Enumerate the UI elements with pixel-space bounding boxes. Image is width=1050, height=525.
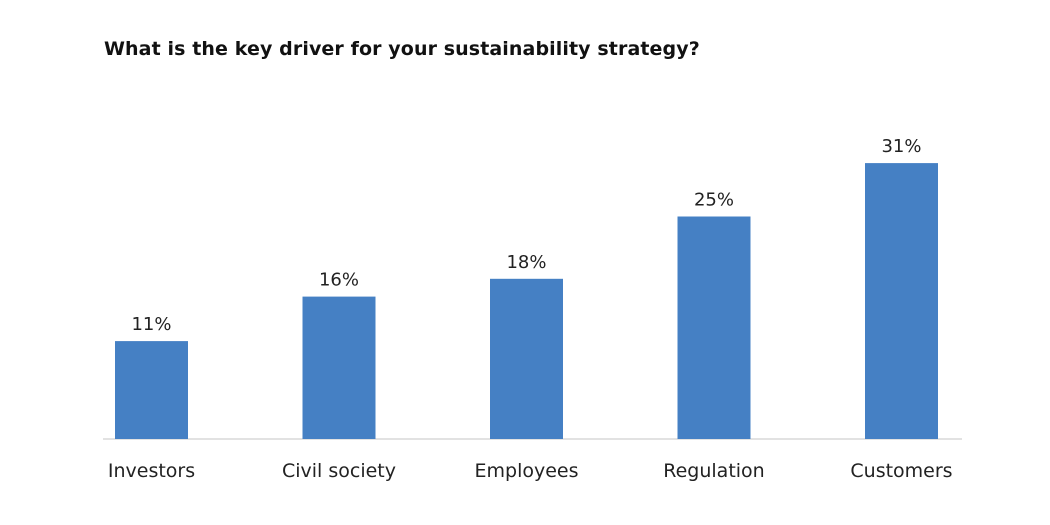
value-label: 16% <box>319 270 359 291</box>
category-label: Employees <box>475 460 579 482</box>
value-labels-group: 11% 16% 18% 25% 31% <box>131 136 921 335</box>
value-label: 18% <box>506 252 546 273</box>
chart-title: What is the key driver for your sustaina… <box>104 38 700 60</box>
bar-employees <box>490 278 563 439</box>
bar-investors <box>115 341 188 439</box>
bar-regulation <box>677 216 751 439</box>
category-label: Civil society <box>282 460 396 482</box>
bar-civil-society <box>302 296 376 439</box>
category-label: Customers <box>850 460 952 482</box>
category-labels-group: Investors Civil society Employees Regulatio… <box>108 460 953 482</box>
value-label: 25% <box>694 190 734 211</box>
value-label: 31% <box>881 136 921 157</box>
category-label: Regulation <box>663 460 764 482</box>
bars-group <box>115 163 938 439</box>
value-label: 11% <box>131 314 171 335</box>
category-label: Investors <box>108 460 195 482</box>
bar-customers <box>865 163 938 439</box>
